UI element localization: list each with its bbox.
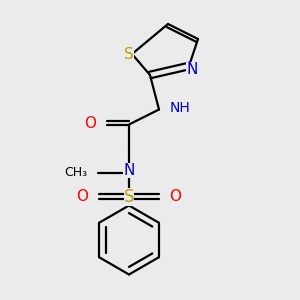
- Text: CH₃: CH₃: [64, 166, 87, 179]
- Text: N: N: [186, 61, 198, 76]
- Text: S: S: [124, 46, 134, 62]
- Text: O: O: [76, 189, 88, 204]
- Text: O: O: [169, 189, 181, 204]
- Text: N: N: [123, 163, 135, 178]
- Text: NH: NH: [169, 101, 190, 115]
- Text: O: O: [84, 116, 96, 130]
- Text: S: S: [124, 188, 134, 206]
